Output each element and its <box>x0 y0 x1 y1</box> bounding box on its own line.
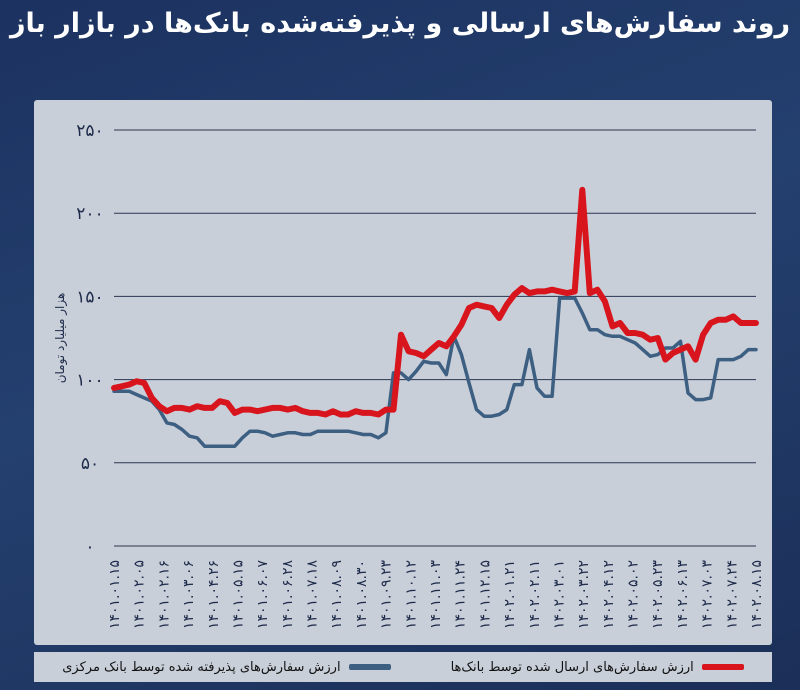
x-tick-label: ۱۴۰۱.۱۱.۰۳ <box>428 560 444 630</box>
y-axis-label: هزار میلیارد تومان <box>53 293 68 384</box>
x-tick-label: ۱۴۰۱.۰۸.۳۰ <box>354 560 370 629</box>
x-tick-label: ۱۴۰۲.۰۷.۰۳ <box>700 560 716 630</box>
x-tick-label: ۱۴۰۱.۱۰.۱۲ <box>403 560 419 629</box>
y-tick-label: ۵۰ <box>81 454 99 474</box>
series-line-sent <box>111 186 759 418</box>
x-tick-label: ۱۴۰۱.۰۵.۱۵ <box>230 560 246 629</box>
x-tick-label: ۱۴۰۲.۰۳.۲۲ <box>576 560 592 629</box>
chart-panel: ۰ ۵۰ ۱۰۰ ۱۵۰ ۲۰۰ ۲۵۰ هزار میلیارد تومان ۱۴۰۱.۰۱… <box>34 100 772 645</box>
x-tick-label: ۱۴۰۲.۰۲.۱۱ <box>527 560 543 629</box>
x-tick-label: ۱۴۰۲.۰۷.۲۴ <box>724 560 740 629</box>
x-tick-label: ۱۴۰۱.۰۲.۱۶ <box>156 560 172 629</box>
legend: ارزش سفارش‌های ارسال شده توسط بانک‌ها ار… <box>34 652 772 682</box>
legend-label-sent: ارزش سفارش‌های ارسال شده توسط بانک‌ها <box>450 659 694 675</box>
x-tick-label: ۱۴۰۱.۰۲.۰۵ <box>132 560 148 629</box>
x-tick-label: ۱۴۰۱.۰۳.۰۶ <box>181 560 197 629</box>
series-line-accepted <box>112 296 758 448</box>
x-tick-label: ۱۴۰۱.۰۶.۰۷ <box>255 560 271 630</box>
x-tick-label: ۱۴۰۱.۰۷.۱۸ <box>305 560 321 630</box>
y-tick-label: ۱۰۰ <box>76 371 103 391</box>
x-tick-label: ۱۴۰۱.۱۲.۱۵ <box>477 560 493 629</box>
y-tick-label: ۲۰۰ <box>76 204 103 224</box>
legend-swatch-sent <box>701 664 744 670</box>
x-tick-label: ۱۴۰۲.۰۸.۱۵ <box>749 560 765 629</box>
x-tick-label: ۱۴۰۱.۰۱.۱۵ <box>107 560 123 629</box>
y-tick-label: ۱۵۰ <box>76 287 103 307</box>
chart-canvas: ۰ ۵۰ ۱۰۰ ۱۵۰ ۲۰۰ ۲۵۰ هزار میلیارد تومان ۱۴۰۱.۰۱… <box>53 121 765 630</box>
x-tick-label: ۱۴۰۲.۰۳.۰۱ <box>551 560 567 629</box>
x-tick-label: ۱۴۰۱.۰۴.۲۶ <box>206 560 222 629</box>
legend-swatch-accepted <box>348 664 391 670</box>
x-tick-label: ۱۴۰۲.۰۶.۱۳ <box>675 560 691 630</box>
x-tick-label: ۱۴۰۱.۰۶.۲۸ <box>280 560 296 630</box>
x-tick-label: ۱۴۰۲.۰۱.۲۱ <box>502 560 518 629</box>
chart-title: روند سفارش‌های ارسالی و پذیرفته‌شده بانک… <box>9 8 791 39</box>
legend-label-accepted: ارزش سفارش‌های پذیرفته شده توسط بانک مرک… <box>62 659 341 675</box>
legend-item-sent: ارزش سفارش‌های ارسال شده توسط بانک‌ها <box>451 660 744 675</box>
x-tick-label: ۱۴۰۲.۰۵.۰۲ <box>626 560 642 629</box>
legend-item-accepted: ارزش سفارش‌های پذیرفته شده توسط بانک مرک… <box>62 659 391 675</box>
y-tick-label: ۲۵۰ <box>76 121 103 141</box>
x-tick-label: ۱۴۰۱.۰۹.۲۳ <box>379 560 395 630</box>
x-tick-label: ۱۴۰۱.۰۸.۰۹ <box>329 560 345 629</box>
x-tick-label: ۱۴۰۲.۰۵.۲۳ <box>650 560 666 630</box>
x-tick-label: ۱۴۰۲.۰۴.۱۲ <box>601 560 617 629</box>
y-tick-label: ۰ <box>85 537 94 557</box>
x-tick-label: ۱۴۰۱.۱۱.۲۴ <box>453 560 469 629</box>
